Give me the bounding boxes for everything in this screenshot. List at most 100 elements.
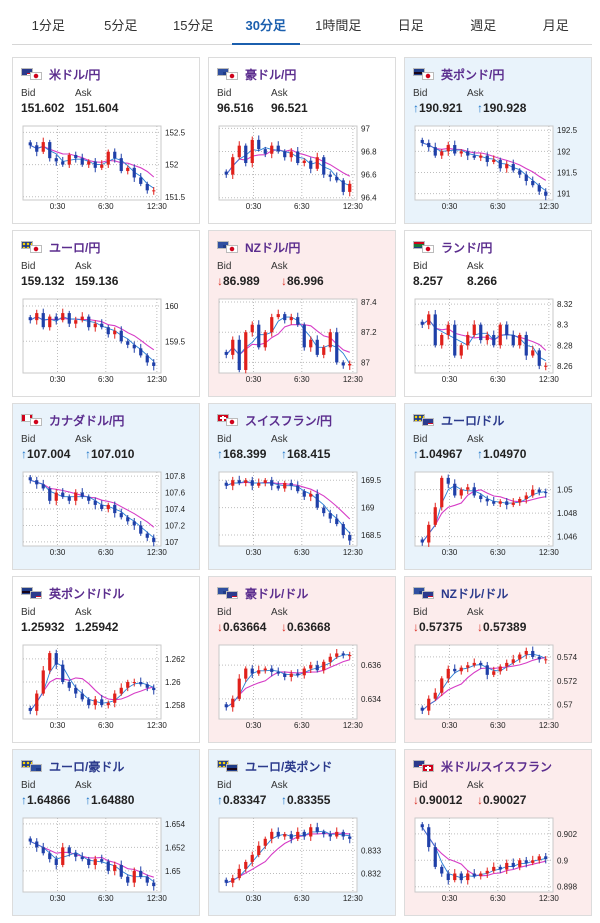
currency-card[interactable]: スイスフラン/円 Bid Ask ↑168.399 ↑168.415 169.5 169 16… (208, 403, 396, 570)
candle-body (472, 873, 476, 877)
candle-body (132, 167, 136, 178)
price-chart[interactable]: 1.05 1.048 1.046 0:30 6:30 12:30 (405, 404, 593, 571)
price-chart[interactable]: 1.654 1.652 1.65 0:30 6:30 12:30 (13, 750, 201, 917)
candle-body (322, 507, 326, 514)
price-chart[interactable]: 97 96.8 96.6 96.4 0:30 6:30 12:30 (209, 58, 397, 225)
candle-body (440, 151, 444, 156)
tab-daily[interactable]: 日足 (397, 18, 424, 33)
currency-card[interactable]: ユーロ/英ポンド Bid Ask ↑0.83347 ↑0.83355 0.833 0.832… (208, 749, 396, 916)
tab-monthly[interactable]: 月足 (542, 18, 569, 33)
candle-body (119, 687, 123, 694)
tab-weekly[interactable]: 週足 (470, 18, 497, 33)
price-chart[interactable]: 0.636 0.634 0:30 6:30 12:30 (209, 577, 397, 744)
tab-5min[interactable]: 5分足 (104, 18, 138, 33)
currency-card[interactable]: 英ポンド/ドル Bid Ask 1.25932 1.25942 1.262 1.26 1.25… (12, 576, 200, 743)
pair-title[interactable]: 英ポンド/円 (441, 67, 505, 82)
price-chart[interactable]: 8.32 8.3 8.28 8.26 0:30 6:30 12:30 (405, 231, 593, 398)
candle-body (335, 176, 339, 181)
ask-label: Ask (75, 434, 92, 445)
candle-body (315, 157, 319, 169)
pair-title[interactable]: ユーロ/英ポンド (245, 759, 333, 774)
y-tick-label: 96.8 (361, 147, 377, 156)
price-chart[interactable]: 169.5 169 168.5 0:30 6:30 12:30 (209, 404, 397, 571)
pair-title[interactable]: 米ドル/スイスフラン (441, 759, 552, 774)
tab-1hour[interactable]: 1時間足 (315, 18, 362, 33)
ask-value: 159.136 (75, 274, 118, 288)
candle-body (41, 142, 45, 152)
candle-body (35, 480, 39, 485)
candle-body (427, 524, 431, 543)
candle-body (74, 853, 78, 857)
pair-title[interactable]: NZドル/円 (245, 240, 301, 255)
candle-body (87, 859, 91, 865)
price-chart[interactable]: 152.5 152 151.5 0:30 6:30 12:30 (13, 58, 201, 225)
tab-15min[interactable]: 15分足 (173, 18, 214, 33)
pair-title[interactable]: 豪ドル/円 (245, 67, 297, 82)
candle-body (511, 502, 515, 505)
candle-body (61, 847, 65, 865)
ask-label: Ask (467, 261, 484, 272)
pair-title[interactable]: NZドル/ドル (441, 586, 509, 601)
candle-body (472, 155, 476, 158)
x-tick-label: 12:30 (343, 548, 364, 557)
candle-body (524, 860, 528, 863)
tab-1min[interactable]: 1分足 (31, 18, 65, 33)
currency-card[interactable]: NZドル/円 Bid Ask ↓86.989 ↓86.996 87.4 87.2 87 0:30… (208, 230, 396, 397)
price-chart[interactable]: 160 159.5 0:30 6:30 12:30 (13, 231, 201, 398)
ask-value: ↓0.57389 (477, 620, 526, 634)
pair-title[interactable]: 米ドル/円 (49, 67, 101, 82)
candle-body (257, 324, 261, 348)
flag-jp-icon (30, 245, 42, 253)
candle-body (250, 324, 254, 333)
pair-title[interactable]: スイスフラン/円 (245, 413, 332, 428)
tab-30min[interactable]: 30分足 (230, 8, 303, 45)
candle-body (328, 332, 332, 348)
price-chart[interactable]: 0.574 0.572 0.57 0:30 6:30 12:30 (405, 577, 593, 744)
price-chart[interactable]: 192.5 192 191.5 191 0:30 6:30 12:30 (405, 58, 593, 225)
ma-long-line (421, 489, 546, 543)
x-tick-label: 6:30 (490, 375, 506, 384)
price-chart[interactable]: 0.833 0.832 0:30 6:30 12:30 (209, 750, 397, 917)
candle-body (113, 693, 117, 703)
flag-us-icon (422, 591, 434, 599)
currency-card[interactable]: ランド/円 Bid Ask 8.257 8.266 8.32 8.3 8.28 8.26 0:30… (404, 230, 592, 397)
bid-arrow-icon: ↓ (413, 620, 419, 634)
currency-card[interactable]: 英ポンド/円 Bid Ask ↑190.921 ↑190.928 192.5 192 191.… (404, 57, 592, 224)
pair-title[interactable]: カナダドル/円 (49, 413, 125, 428)
ask-value: ↓0.90027 (477, 793, 526, 807)
candle-body (322, 661, 326, 671)
currency-card[interactable]: 豪ドル/円 Bid Ask 96.516 96.521 97 96.8 96.6 96.4 0:3… (208, 57, 396, 224)
chart-plot-area (414, 817, 554, 893)
candle-body (446, 477, 450, 484)
pair-title[interactable]: ユーロ/円 (49, 240, 101, 255)
currency-card[interactable]: ユーロ/円 Bid Ask 159.132 159.136 160 159.5 0:30 6:3… (12, 230, 200, 397)
pair-title[interactable]: 豪ドル/ドル (245, 586, 309, 601)
candle-body (446, 873, 450, 881)
currency-card[interactable]: ユーロ/豪ドル Bid Ask ↑1.64866 ↑1.64880 1.654 1.652 1… (12, 749, 200, 916)
pair-title[interactable]: 英ポンド/ドル (49, 586, 125, 601)
candle-body (28, 477, 32, 481)
pair-title[interactable]: ランド/円 (441, 240, 493, 255)
candle-body (341, 653, 345, 656)
price-chart[interactable]: 0.902 0.9 0.898 0:30 6:30 12:30 (405, 750, 593, 917)
candle-body (511, 334, 515, 346)
currency-card[interactable]: カナダドル/円 Bid Ask ↑107.004 ↑107.010 107.8 107.6 1… (12, 403, 200, 570)
ask-label: Ask (271, 261, 288, 272)
price-chart[interactable]: 87.4 87.2 87 0:30 6:30 12:30 (209, 231, 397, 398)
bid-price: 0.90012 (419, 793, 463, 807)
currency-card[interactable]: ユーロ/ドル Bid Ask ↑1.04967 ↑1.04970 1.05 1.048 1.0… (404, 403, 592, 570)
pair-title[interactable]: ユーロ/ドル (441, 413, 505, 428)
candle-body (348, 363, 352, 366)
card-title-row: NZドル/円 (217, 239, 300, 255)
candle-body (505, 662, 509, 667)
currency-card[interactable]: 米ドル/円 Bid Ask 151.602 151.604 152.5 152 151.5 0:… (12, 57, 200, 224)
currency-card[interactable]: 米ドル/スイスフラン Bid Ask ↓0.90012 ↓0.90027 0.902 0.9… (404, 749, 592, 916)
ask-price: 1.64880 (91, 793, 135, 807)
pair-title[interactable]: ユーロ/豪ドル (49, 759, 125, 774)
currency-card[interactable]: 豪ドル/ドル Bid Ask ↓0.63664 ↓0.63668 0.636 0.634 0:… (208, 576, 396, 743)
candle-body (87, 699, 91, 706)
currency-card[interactable]: NZドル/ドル Bid Ask ↓0.57375 ↓0.57389 0.574 0.572 0… (404, 576, 592, 743)
price-chart[interactable]: 1.262 1.26 1.258 0:30 6:30 12:30 (13, 577, 201, 744)
price-chart[interactable]: 107.8 107.6 107.4 107.2 107 0:30 6:30 12:30 (13, 404, 201, 571)
candle-body (54, 158, 58, 162)
